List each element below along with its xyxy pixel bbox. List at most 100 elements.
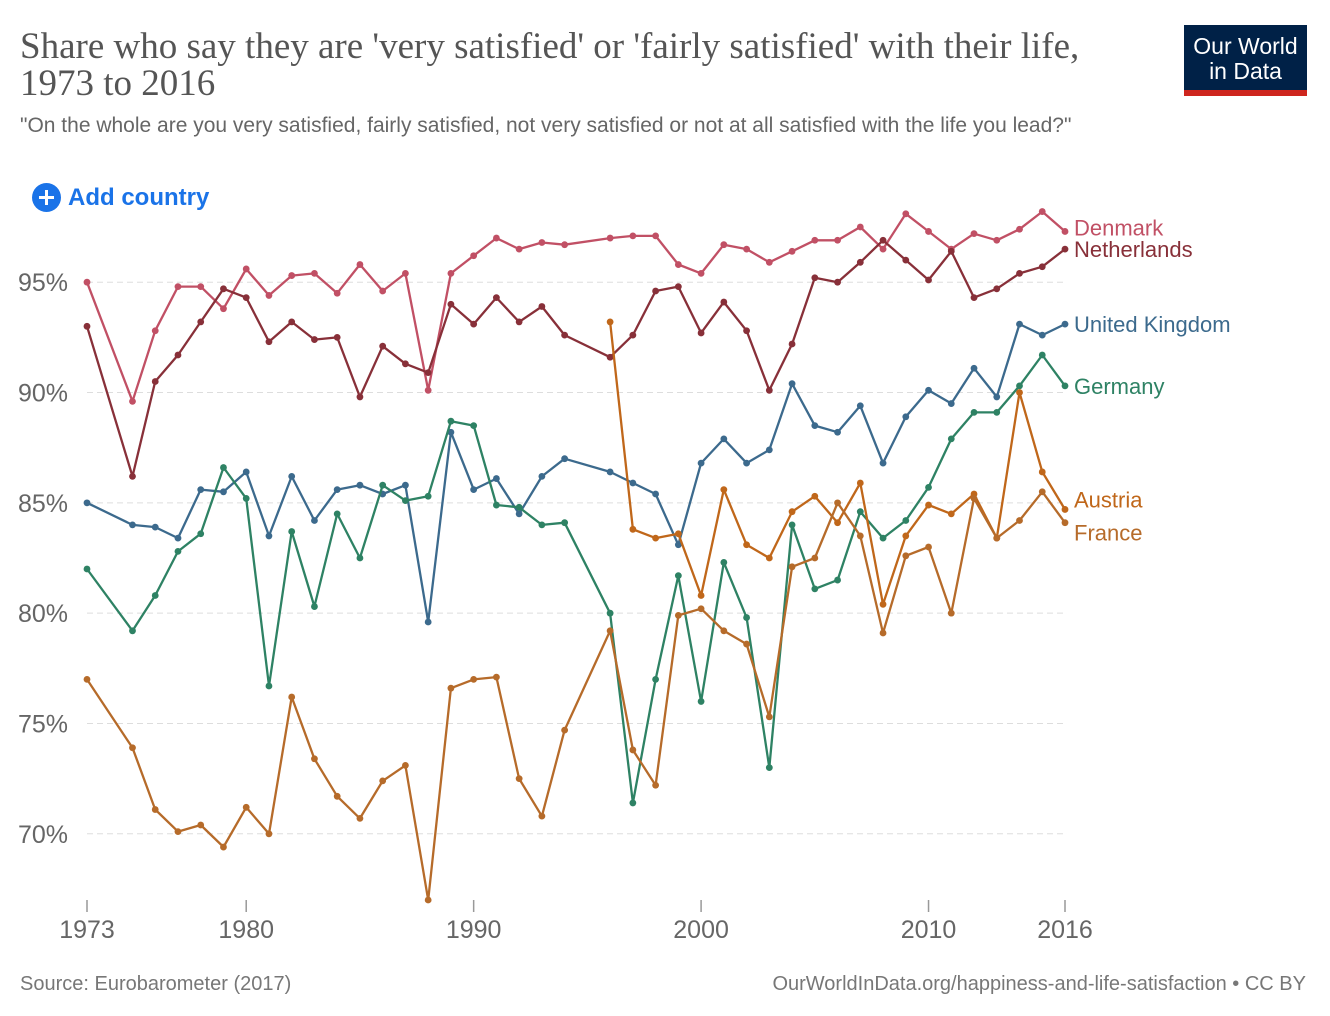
series-label-denmark: Denmark xyxy=(1074,215,1164,240)
data-point-netherlands xyxy=(697,329,705,337)
data-point-united-kingdom xyxy=(606,468,614,476)
data-point-netherlands xyxy=(811,274,819,282)
data-point-denmark xyxy=(402,269,409,277)
data-point-denmark xyxy=(993,236,1001,244)
data-point-netherlands xyxy=(674,283,682,291)
plus-circle-icon xyxy=(32,183,61,212)
data-point-france xyxy=(902,552,910,560)
data-point-united-kingdom xyxy=(811,422,819,430)
data-point-united-kingdom xyxy=(993,393,1001,401)
data-point-germany xyxy=(470,422,478,430)
x-tick-label: 2000 xyxy=(673,916,729,944)
owid-logo[interactable]: Our World in Data xyxy=(1184,25,1307,96)
data-point-denmark xyxy=(265,292,273,299)
series-line-france xyxy=(86,490,1066,902)
data-point-germany xyxy=(834,576,841,584)
data-point-france xyxy=(561,726,569,734)
data-point-united-kingdom xyxy=(129,521,136,529)
data-point-france xyxy=(697,605,705,613)
data-point-france xyxy=(197,821,205,829)
data-point-germany xyxy=(174,547,182,555)
data-point-denmark xyxy=(379,287,387,295)
data-point-austria xyxy=(925,501,932,509)
data-point-austria xyxy=(674,530,682,538)
data-point-austria xyxy=(834,519,841,527)
data-point-germany xyxy=(743,614,750,621)
data-point-netherlands xyxy=(925,276,932,284)
data-point-united-kingdom xyxy=(151,523,159,531)
data-point-austria xyxy=(1061,506,1069,513)
data-point-netherlands xyxy=(356,393,364,401)
credit-link[interactable]: OurWorldInData.org/happiness-and-life-sa… xyxy=(772,973,1306,995)
data-point-united-kingdom xyxy=(220,488,227,496)
data-point-denmark xyxy=(424,386,432,394)
data-point-austria xyxy=(856,479,864,487)
data-point-netherlands xyxy=(1061,245,1069,253)
data-point-netherlands xyxy=(538,303,546,310)
data-point-denmark xyxy=(447,269,455,277)
data-point-denmark xyxy=(151,327,159,335)
data-point-austria xyxy=(811,492,819,500)
data-point-germany xyxy=(379,481,387,489)
data-point-austria xyxy=(743,541,750,549)
data-point-denmark xyxy=(538,239,546,246)
data-point-netherlands xyxy=(402,360,409,368)
data-point-netherlands xyxy=(720,298,728,306)
data-point-germany xyxy=(765,764,773,772)
data-point-united-kingdom xyxy=(629,479,637,487)
data-point-austria xyxy=(629,525,637,533)
data-point-netherlands xyxy=(561,331,569,339)
data-point-netherlands xyxy=(470,320,478,328)
data-point-united-kingdom xyxy=(970,364,978,372)
logo-line-2: in Data xyxy=(1209,58,1282,84)
data-point-united-kingdom xyxy=(197,486,205,493)
data-point-denmark xyxy=(902,210,910,218)
data-point-denmark xyxy=(174,283,182,291)
data-point-germany xyxy=(538,521,546,529)
data-point-france xyxy=(470,675,478,683)
data-point-germany xyxy=(356,554,364,562)
data-point-united-kingdom xyxy=(561,455,569,463)
data-point-denmark xyxy=(129,397,136,405)
data-point-denmark xyxy=(561,241,569,249)
series-label-austria: Austria xyxy=(1074,487,1143,512)
data-point-denmark xyxy=(720,241,728,249)
data-point-united-kingdom xyxy=(356,481,364,489)
data-point-france xyxy=(834,499,841,507)
data-point-germany xyxy=(1061,382,1069,390)
data-point-denmark xyxy=(288,272,296,279)
data-point-united-kingdom xyxy=(879,459,887,467)
data-point-united-kingdom xyxy=(492,475,500,482)
data-point-austria xyxy=(947,510,955,518)
data-point-netherlands xyxy=(242,294,250,302)
y-tick-label: 95% xyxy=(18,269,68,297)
data-point-france xyxy=(515,775,523,783)
data-point-netherlands xyxy=(333,333,341,341)
data-point-united-kingdom xyxy=(515,510,523,518)
add-country-button[interactable]: Add country xyxy=(32,183,209,212)
data-point-france xyxy=(538,812,546,820)
data-point-germany xyxy=(697,698,705,705)
data-point-germany xyxy=(811,585,819,593)
data-point-united-kingdom xyxy=(333,486,341,493)
series-line-germany xyxy=(86,353,1066,805)
x-tick-label: 2016 xyxy=(1037,916,1093,944)
data-point-france xyxy=(288,693,296,701)
data-point-united-kingdom xyxy=(1038,331,1046,339)
data-point-denmark xyxy=(652,232,660,240)
data-point-denmark xyxy=(606,234,614,242)
data-point-denmark xyxy=(492,234,500,242)
data-point-france xyxy=(993,534,1001,542)
add-country-label: Add country xyxy=(68,183,210,211)
x-tick-label: 1990 xyxy=(446,916,502,944)
data-point-netherlands xyxy=(424,369,432,377)
series-line-austria xyxy=(608,321,1066,606)
data-point-austria xyxy=(1016,389,1023,396)
data-point-netherlands xyxy=(447,300,455,308)
data-point-denmark xyxy=(356,261,364,268)
data-point-denmark xyxy=(311,269,318,277)
data-point-united-kingdom xyxy=(652,490,660,498)
data-point-denmark xyxy=(1038,208,1046,215)
data-point-united-kingdom xyxy=(83,499,91,507)
data-point-united-kingdom xyxy=(288,472,296,480)
